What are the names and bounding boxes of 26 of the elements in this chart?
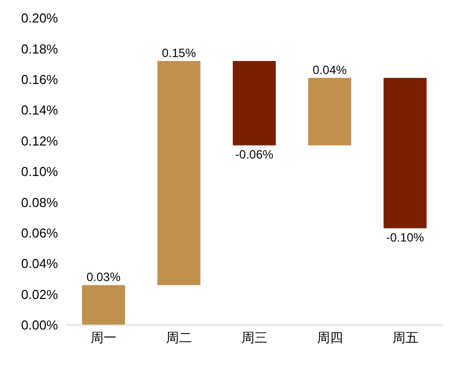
x-tick-label: 周三 [242,330,268,346]
bar [308,78,352,146]
bar [157,60,200,286]
bar [82,285,125,325]
y-tick-label: 0.12% [21,133,58,148]
y-tick-label: 0.18% [21,41,58,56]
data-label: 0.15% [162,46,196,60]
x-tick-label: 周四 [316,330,343,346]
bar [232,60,276,146]
y-tick-label: 0.08% [21,194,58,210]
x-tick-label: 周五 [392,330,418,346]
data-label: -0.10% [386,230,424,244]
y-tick-label: 0.00% [21,318,58,333]
x-tick-label: 周一 [90,330,117,346]
y-tick-label: 0.16% [21,72,58,88]
x-tick-label: 周二 [166,330,192,346]
y-tick-label: 0.10% [21,164,58,180]
data-label: 0.03% [86,270,121,284]
y-tick-label: 0.14% [21,102,58,118]
y-tick-label: 0.20% [21,10,58,26]
data-label: -0.06% [235,147,274,162]
y-tick-label: 0.02% [21,286,58,302]
bar [384,78,427,228]
y-tick-label: 0.04% [21,256,58,272]
data-label: 0.04% [312,62,348,77]
y-tick-label: 0.06% [21,226,58,241]
